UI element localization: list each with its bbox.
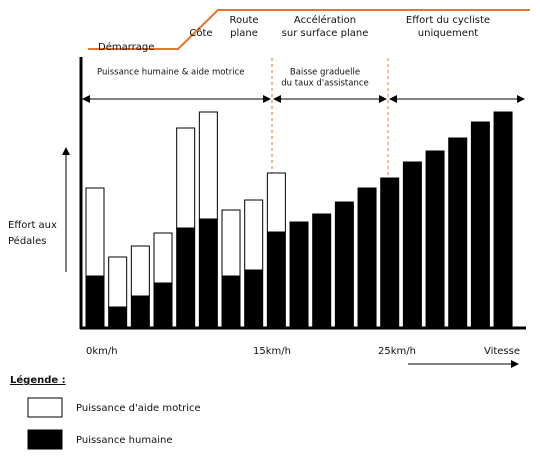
bar-segment [402, 161, 422, 328]
bar-segment [130, 245, 150, 297]
bar-segment [221, 209, 241, 277]
legend-label: Puissance d'aide motrice [76, 403, 201, 414]
x-label: 25km/h [378, 346, 416, 357]
bar-segment [198, 218, 218, 328]
legend-swatch [27, 429, 63, 450]
bar-segment [244, 199, 264, 271]
bar-segment [425, 150, 445, 328]
legend-swatch [27, 397, 63, 418]
bar-segment [153, 282, 173, 328]
phase-label: Démarrage [98, 41, 154, 53]
annotation: du taux d'assistance [281, 79, 369, 89]
phase-label: Route [229, 15, 258, 26]
x-label: 0km/h [86, 346, 118, 357]
bar-segment [357, 187, 377, 328]
legend-label: Puissance humaine [76, 435, 173, 446]
bar-segment [108, 256, 128, 308]
bar-segment [85, 275, 105, 328]
phase-label: sur surface plane [282, 28, 369, 39]
phase-label: Côte [189, 27, 212, 39]
bar-segment [334, 201, 354, 328]
bar-segment [244, 269, 264, 328]
x-label: Vitesse [484, 346, 520, 357]
legend-title: Légende : [10, 374, 66, 386]
phase-label: Effort du cycliste [406, 15, 490, 26]
phase-label: uniquement [418, 28, 479, 39]
bar-segment [130, 295, 150, 328]
annotation: Baisse graduelle [290, 68, 360, 78]
phase-label: Accélération [294, 14, 356, 26]
bar-segment [108, 306, 128, 328]
bar-segment [176, 127, 196, 229]
x-label: 15km/h [253, 346, 291, 357]
bar-segment [312, 213, 332, 328]
y-label: Pédales [8, 235, 46, 247]
bar-segment [448, 137, 468, 328]
phase-label: plane [230, 28, 258, 39]
y-label: Effort aux [8, 220, 57, 231]
phase-line [88, 9, 530, 50]
annotation: Puissance humaine & aide motrice [97, 68, 245, 78]
bar-segment [493, 111, 513, 328]
bar-segment [198, 111, 218, 220]
bar-segment [289, 221, 309, 328]
bar-segment [266, 172, 286, 233]
bar-segment [221, 275, 241, 328]
bar-segment [153, 232, 173, 284]
bar-segment [380, 177, 400, 328]
bar-segment [470, 121, 490, 328]
bar-segment [85, 187, 105, 277]
bar-segment [266, 231, 286, 328]
bar-segment [176, 227, 196, 328]
